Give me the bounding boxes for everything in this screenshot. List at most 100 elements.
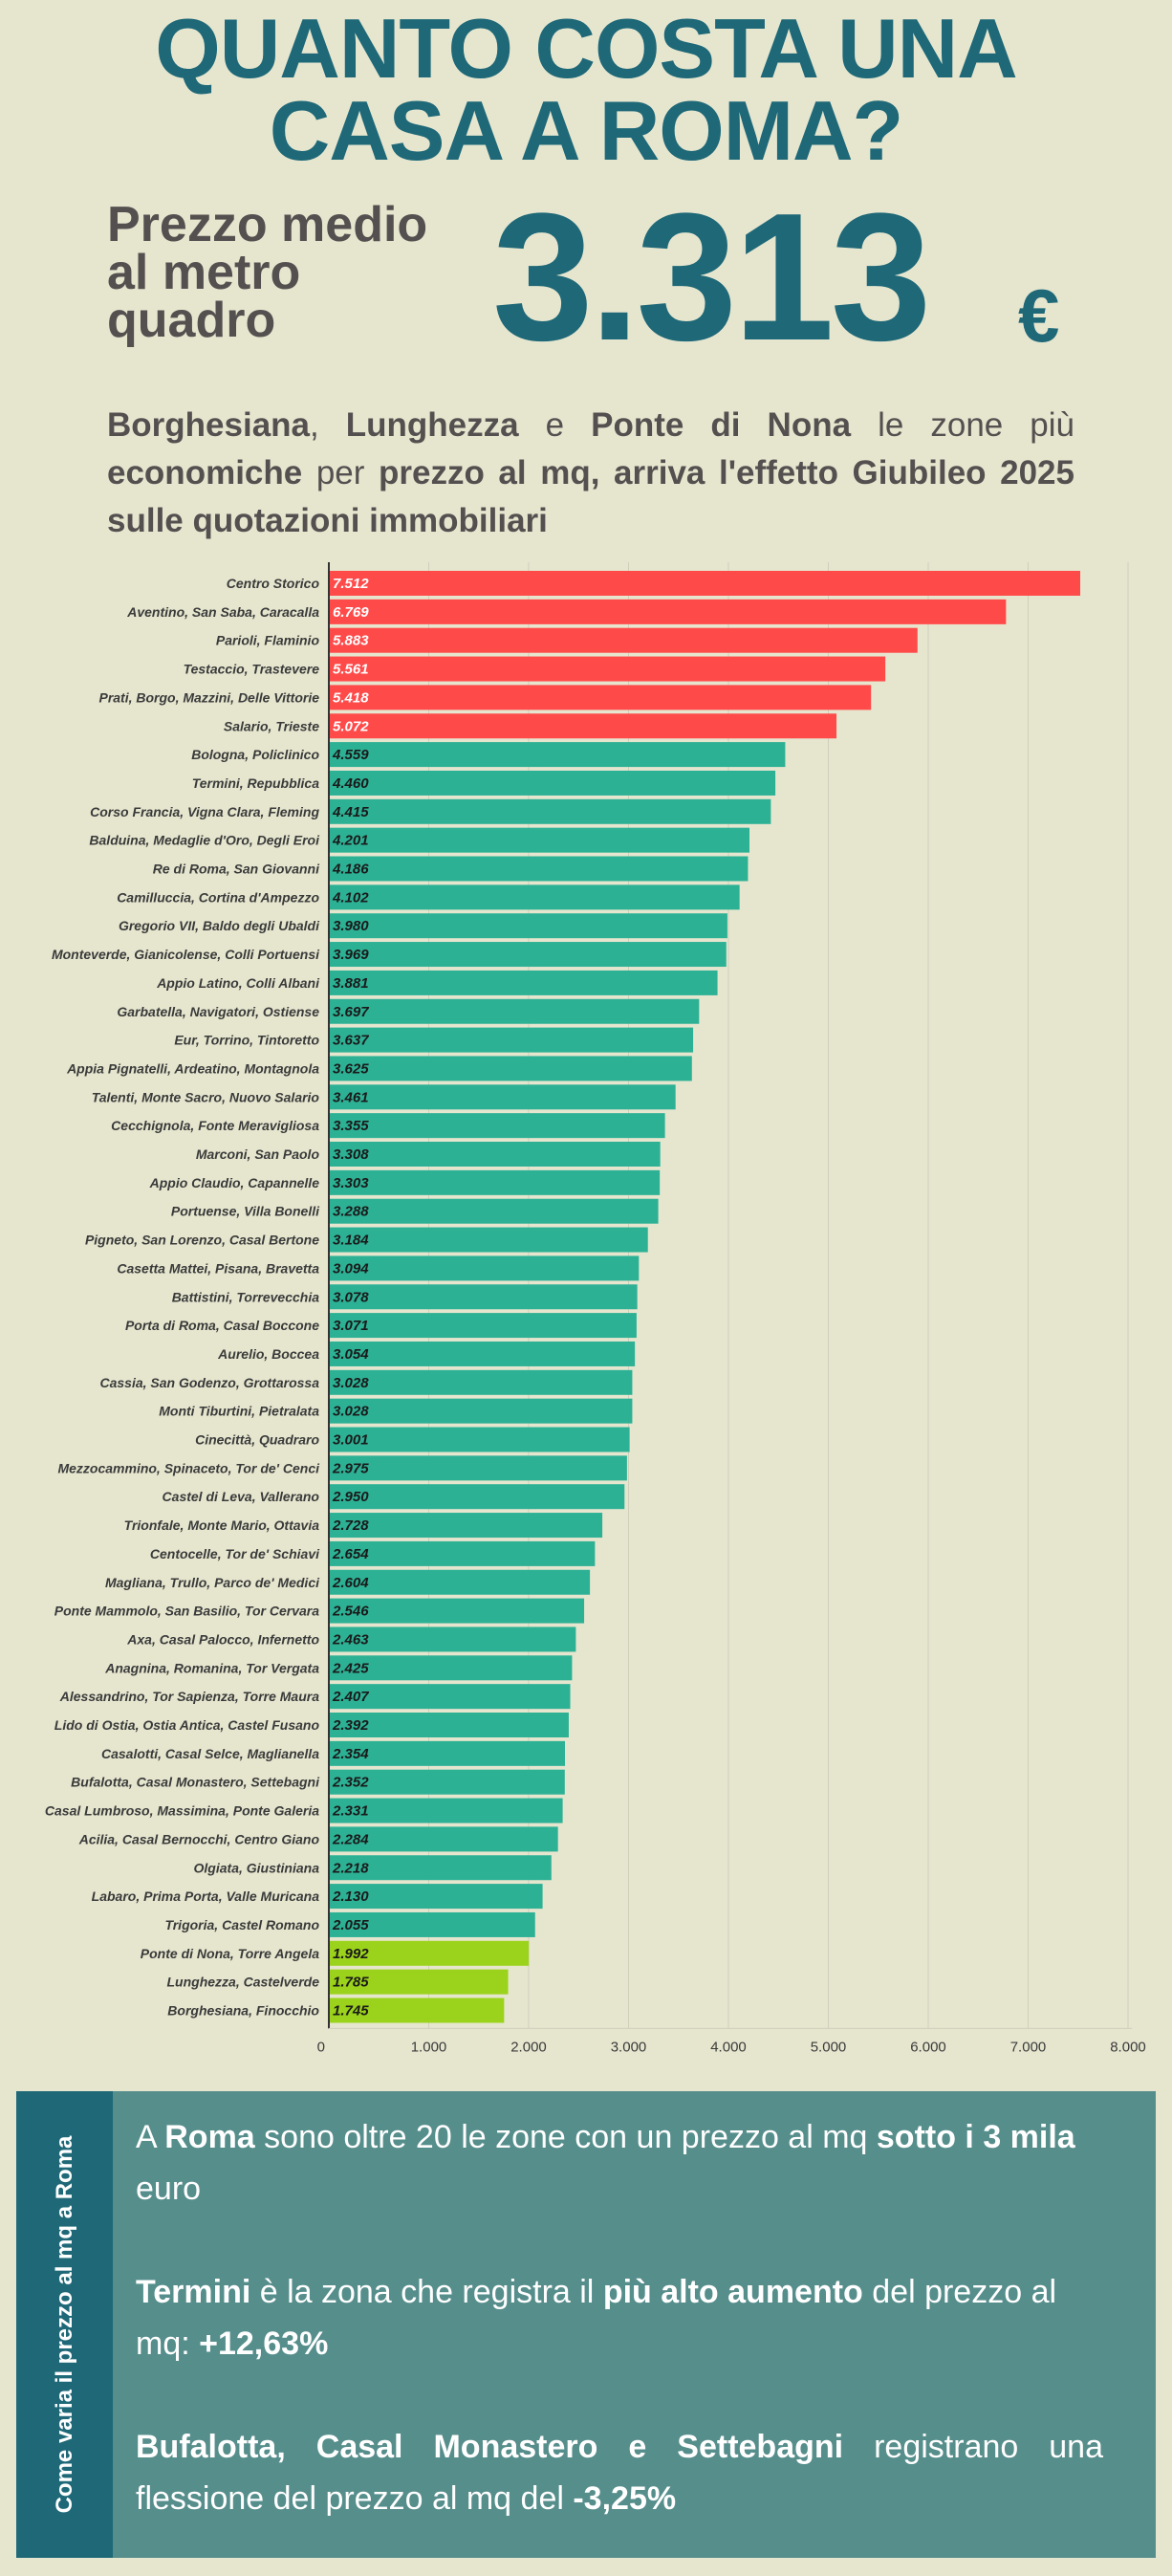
subtitle-sep-1: ,: [310, 406, 346, 444]
category-label: Pigneto, San Lorenzo, Casal Bertone: [85, 1233, 319, 1248]
bar: [330, 998, 700, 1024]
bar: [330, 1369, 633, 1395]
bar: [330, 1313, 637, 1339]
category-label: Termini, Repubblica: [192, 775, 319, 791]
bar: [330, 1713, 569, 1737]
category-label: Aurelio, Boccea: [217, 1346, 319, 1362]
value-label: 2.218: [332, 1860, 369, 1876]
bar: [330, 1484, 625, 1510]
category-label: Gregorio VII, Baldo degli Ubaldi: [119, 918, 320, 933]
price-label-line-2: al metro: [107, 245, 301, 300]
value-label: 3.355: [333, 1118, 369, 1134]
category-label: Ponte Mammolo, San Basilio, Tor Cervara: [54, 1604, 319, 1619]
category-label: Garbatella, Navigatori, Ostiense: [117, 1004, 319, 1019]
value-label: 3.637: [333, 1033, 369, 1049]
bar: [330, 1056, 692, 1081]
bar: [330, 970, 718, 995]
category-label: Marconi, San Paolo: [196, 1146, 320, 1162]
x-tick-label: 4.000: [710, 2039, 747, 2055]
bar: [330, 856, 749, 882]
value-label: 3.881: [333, 975, 369, 992]
x-tick-label: 1.000: [411, 2039, 447, 2055]
bar: [330, 713, 837, 739]
value-label: 3.184: [333, 1233, 369, 1249]
bar: [330, 1740, 565, 1766]
value-label: 2.425: [332, 1660, 369, 1676]
value-label: 3.980: [333, 918, 369, 934]
info-panel-text: A Roma sono oltre 20 le zone con un prez…: [136, 2111, 1103, 2576]
bar: [330, 1227, 648, 1253]
category-label: Cecchignola, Fonte Meravigliosa: [111, 1118, 319, 1133]
value-label: 2.352: [332, 1775, 369, 1791]
info-panel-side-label: Come varia il prezzo al mq a Roma: [52, 2135, 77, 2514]
subtitle-bold-1: economiche: [107, 454, 303, 491]
category-label: Testaccio, Trastevere: [184, 662, 320, 677]
bar: [330, 1798, 563, 1823]
category-label: Casetta Mattei, Pisana, Bravetta: [117, 1260, 319, 1276]
category-label: Monteverde, Gianicolense, Colli Portuens…: [52, 947, 320, 962]
price-currency: €: [1018, 273, 1060, 358]
value-label: 3.094: [333, 1260, 369, 1277]
category-label: Porta di Roma, Casal Boccone: [125, 1318, 319, 1333]
value-label: 2.392: [332, 1717, 369, 1734]
bar: [330, 1284, 638, 1310]
bar: [330, 1884, 543, 1910]
value-label: 7.512: [333, 576, 369, 592]
bar: [330, 1911, 535, 1937]
value-label: 4.559: [332, 747, 369, 763]
value-label: 3.969: [333, 947, 369, 963]
category-label: Appio Latino, Colli Albani: [156, 975, 320, 991]
bar: [330, 1255, 640, 1281]
x-tick-label: 2.000: [510, 2039, 547, 2055]
x-tick-label: 6.000: [910, 2039, 946, 2055]
value-label: 5.883: [333, 633, 369, 649]
bar: [330, 656, 886, 682]
value-label: 4.460: [332, 775, 369, 792]
value-label: 2.654: [332, 1546, 369, 1562]
category-label: Borghesiana, Finocchio: [167, 2003, 319, 2019]
value-label: 3.028: [333, 1375, 369, 1391]
info-paragraph-3: Bufalotta, Casal Monastero e Settebagni …: [136, 2429, 1103, 2517]
bar: [330, 1969, 509, 1995]
category-label: Casal Lumbroso, Massimina, Ponte Galeria: [45, 1803, 319, 1819]
value-label: 3.054: [333, 1346, 369, 1363]
subtitle-sep-2: e: [518, 406, 592, 444]
category-label: Prati, Borgo, Mazzini, Delle Vittorie: [98, 689, 319, 705]
value-label: 4.415: [332, 804, 369, 820]
bar: [330, 571, 1081, 596]
bar: [330, 1455, 627, 1481]
bar: [330, 627, 918, 653]
category-label: Trionfale, Monte Mario, Ottavia: [124, 1517, 320, 1533]
bar: [330, 827, 750, 853]
subtitle-zone-2: Lunghezza: [345, 406, 519, 444]
value-label: 2.463: [332, 1631, 369, 1648]
bar: [330, 1341, 636, 1366]
category-label: Centocelle, Tor de' Schiavi: [150, 1546, 320, 1561]
category-label: Magliana, Trullo, Parco de' Medici: [105, 1575, 320, 1590]
value-label: 6.769: [333, 604, 369, 621]
bar: [330, 798, 771, 824]
bar: [330, 1684, 571, 1710]
average-price-value: 3.313: [492, 176, 931, 379]
x-tick-label: 0: [317, 2039, 325, 2055]
value-label: 2.331: [332, 1803, 369, 1820]
value-label: 2.354: [332, 1746, 369, 1762]
category-label: Axa, Casal Palocco, Infernetto: [126, 1631, 319, 1647]
value-label: 3.308: [333, 1146, 369, 1163]
bar: [330, 742, 786, 768]
bar: [330, 913, 727, 939]
category-label: Acilia, Casal Bernocchi, Centro Giano: [78, 1831, 320, 1846]
category-label: Talenti, Monte Sacro, Nuovo Salario: [92, 1089, 320, 1104]
category-label: Portuense, Villa Bonelli: [171, 1204, 320, 1219]
bar: [330, 1084, 676, 1110]
value-label: 5.561: [333, 662, 369, 678]
subtitle-bold-2: prezzo al mq, arriva l'effetto Giubileo …: [107, 454, 1074, 539]
bar: [330, 1169, 661, 1195]
category-label: Centro Storico: [227, 576, 320, 591]
category-label: Anagnina, Romanina, Tor Vergata: [104, 1660, 319, 1675]
value-label: 2.546: [332, 1604, 369, 1620]
category-label: Eur, Torrino, Tintoretto: [174, 1033, 319, 1048]
category-label: Balduina, Medaglie d'Oro, Degli Eroi: [89, 833, 320, 848]
bar: [330, 685, 872, 710]
category-label: Re di Roma, San Giovanni: [153, 862, 320, 877]
